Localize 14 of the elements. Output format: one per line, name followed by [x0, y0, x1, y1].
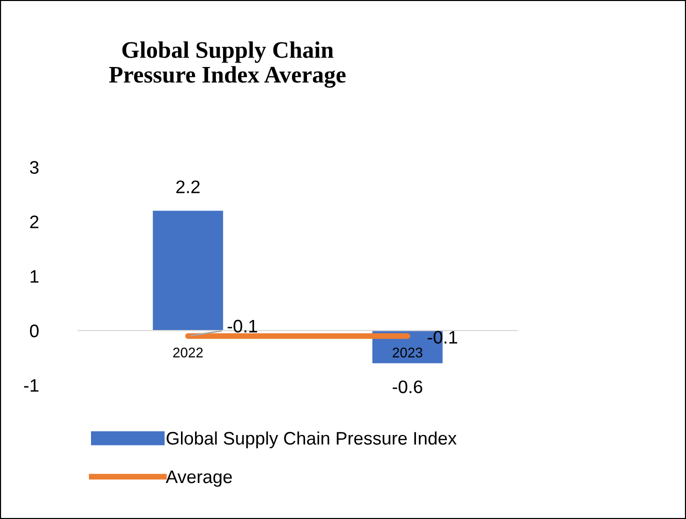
data-label: -0.1	[228, 320, 258, 333]
legend-label: Global Supply Chain Pressure Index	[166, 431, 457, 448]
data-label: -0.1	[428, 330, 458, 344]
x-tick-label: 2023	[392, 348, 422, 358]
data-label: 2.2	[176, 180, 200, 194]
y-tick-label: 3	[30, 161, 39, 174]
x-tick-label: 2022	[173, 348, 203, 358]
chart-title: Global Supply Chain Pressure Index Average	[109, 41, 346, 88]
legend-label: Average	[166, 470, 232, 487]
y-tick-label: -1	[24, 379, 38, 392]
data-label: -0.6	[392, 380, 422, 394]
y-tick-label: 1	[30, 270, 38, 283]
y-tick-label: 2	[30, 216, 38, 228]
y-tick-label: 0	[30, 324, 39, 338]
